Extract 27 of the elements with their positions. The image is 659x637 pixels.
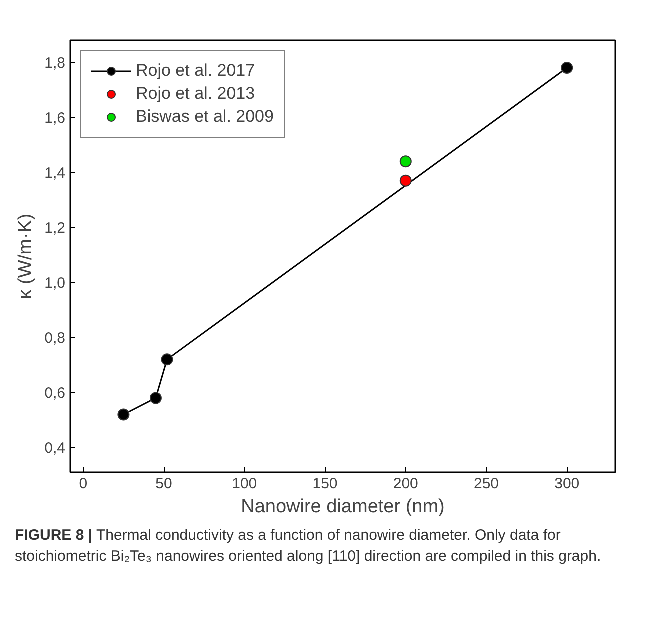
y-tick-label: 1,4 — [44, 165, 66, 182]
y-tick-label: 0,4 — [44, 440, 66, 458]
x-tick-label: 0 — [79, 476, 88, 492]
point — [161, 354, 174, 366]
point — [400, 156, 412, 168]
y-tick-label: 1,8 — [44, 55, 66, 72]
x-tick-label: 250 — [474, 476, 500, 492]
x-tick-label: 150 — [312, 476, 338, 492]
caption: FIGURE 8 | Thermal conductivity as a function of nanowire diameter. Only data for stoichiometric Bi₂Te₃ nanowires oriented along [110] direction are compiled in this graph. — [15, 526, 602, 568]
point — [400, 174, 412, 187]
x-axis-title: Nanowire diameter (nm) — [241, 496, 445, 518]
y-axis-title: κ (W/m·K) — [16, 214, 37, 300]
legend-label: Biswas et al. 2009 — [136, 107, 274, 127]
x-tick-label: 300 — [554, 476, 580, 492]
y-tick-label: 1,6 — [44, 110, 66, 128]
legend-label: Rojo et al. 2013 — [136, 84, 256, 104]
x-tick-label: 100 — [232, 476, 258, 492]
y-tick-label: 0,8 — [44, 330, 66, 348]
legend-label: Rojo et al. 2017 — [136, 61, 256, 81]
x-tick-label: 200 — [393, 476, 418, 492]
point — [118, 408, 130, 421]
point — [150, 392, 162, 404]
point — [561, 62, 574, 74]
y-tick-label: 1,0 — [44, 275, 66, 292]
x-tick-label: 50 — [156, 476, 172, 492]
y-tick-label: 0,6 — [44, 385, 66, 402]
y-tick-label: 1,2 — [44, 220, 66, 238]
